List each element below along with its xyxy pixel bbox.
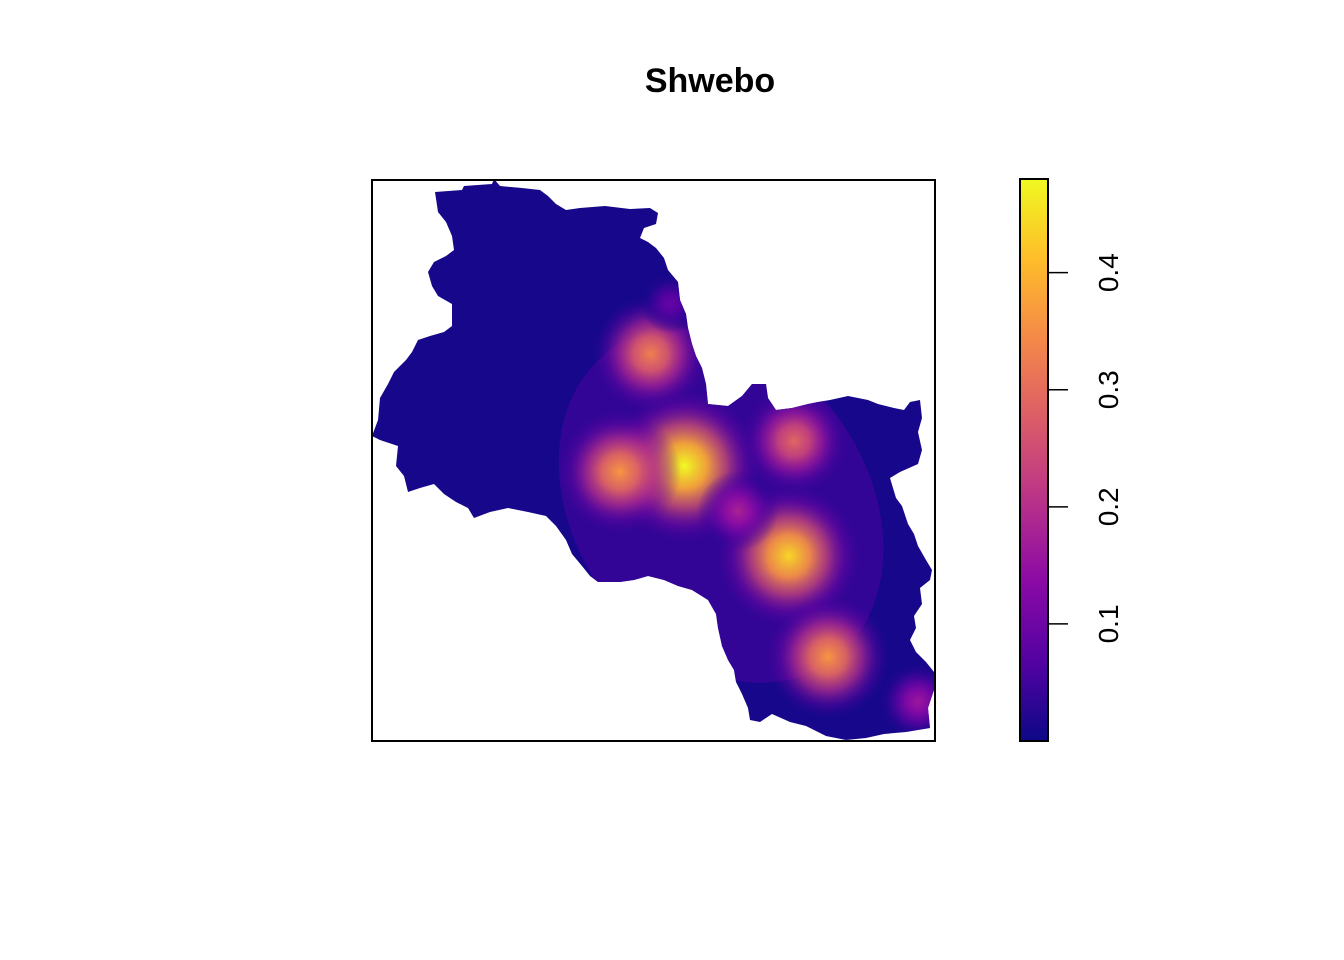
hotspot — [741, 387, 848, 495]
hotspot — [697, 470, 779, 552]
hotspot — [558, 410, 681, 533]
colorbar-frame — [1019, 178, 1049, 742]
hotspot — [640, 273, 701, 334]
colorbar-tick-label: 0.1 — [1093, 604, 1124, 643]
hotspot — [766, 595, 890, 719]
colorbar-ticks: 0.1 0.2 0.3 0.4 — [1048, 253, 1124, 643]
colorbar-tick-label: 0.2 — [1093, 487, 1124, 526]
colorbar-tick-label: 0.3 — [1093, 370, 1124, 409]
colorbar-legend: 0.1 0.2 0.3 0.4 — [1019, 178, 1124, 742]
colorbar-tick-label: 0.4 — [1093, 253, 1124, 292]
colorbar-fill — [1020, 179, 1048, 741]
chart-title: Shwebo — [645, 62, 775, 100]
hotspot — [879, 663, 934, 740]
density-surface — [372, 180, 934, 740]
plot-frame — [371, 179, 936, 742]
